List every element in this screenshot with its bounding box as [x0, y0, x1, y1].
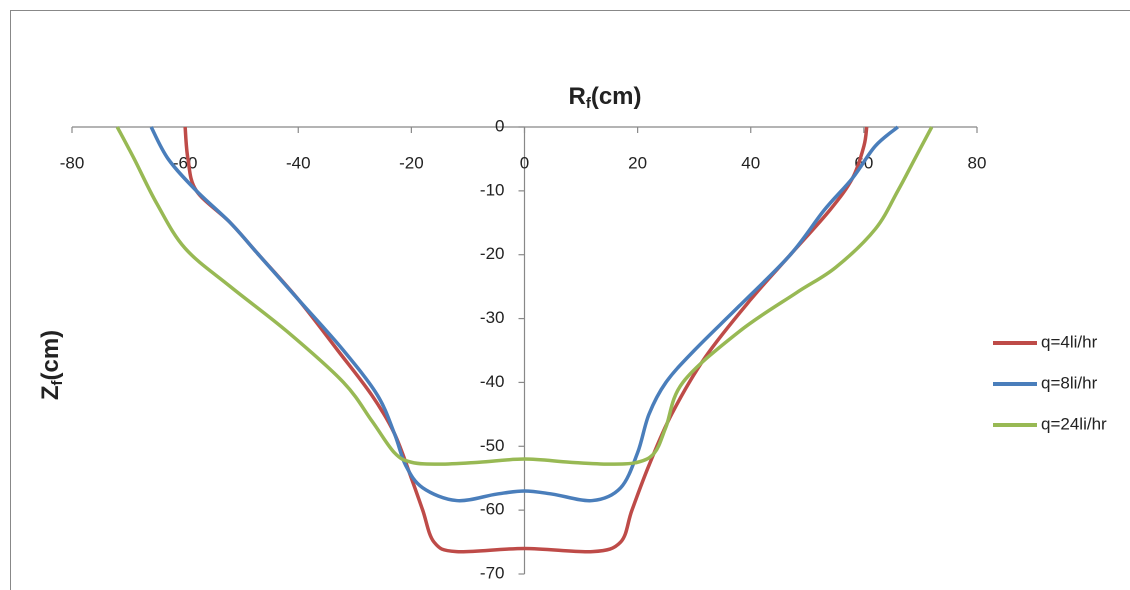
chart-title: Rf(cm) — [568, 83, 641, 112]
x-tick-label: 40 — [741, 153, 760, 172]
x-tick-label: 20 — [628, 153, 647, 172]
y-tick-label: -10 — [480, 180, 505, 199]
y-tick-label: 0 — [495, 116, 504, 135]
y-axis-label: Zf(cm) — [37, 330, 66, 400]
y-tick-label: -50 — [480, 436, 505, 455]
y-tick-label: -40 — [480, 372, 505, 391]
x-tick-label: -20 — [399, 153, 424, 172]
y-tick-label: -60 — [480, 500, 505, 519]
y-tick-label: -70 — [480, 563, 505, 582]
x-tick-label: -80 — [60, 153, 85, 172]
legend-label: q=24li/hr — [1041, 414, 1107, 433]
x-tick-label: 80 — [968, 153, 987, 172]
data-line — [183, 126, 869, 554]
x-tick-label: -60 — [173, 153, 198, 172]
y-tick-label: -30 — [480, 308, 505, 327]
data-line — [115, 126, 934, 466]
data-line — [149, 125, 899, 503]
chart-border — [10, 10, 1130, 590]
x-tick-label: 0 — [520, 153, 529, 172]
y-tick-label: -20 — [480, 244, 505, 263]
legend-label: q=4li/hr — [1041, 332, 1098, 351]
x-tick-label: -40 — [286, 153, 311, 172]
legend-label: q=8li/hr — [1041, 373, 1098, 392]
